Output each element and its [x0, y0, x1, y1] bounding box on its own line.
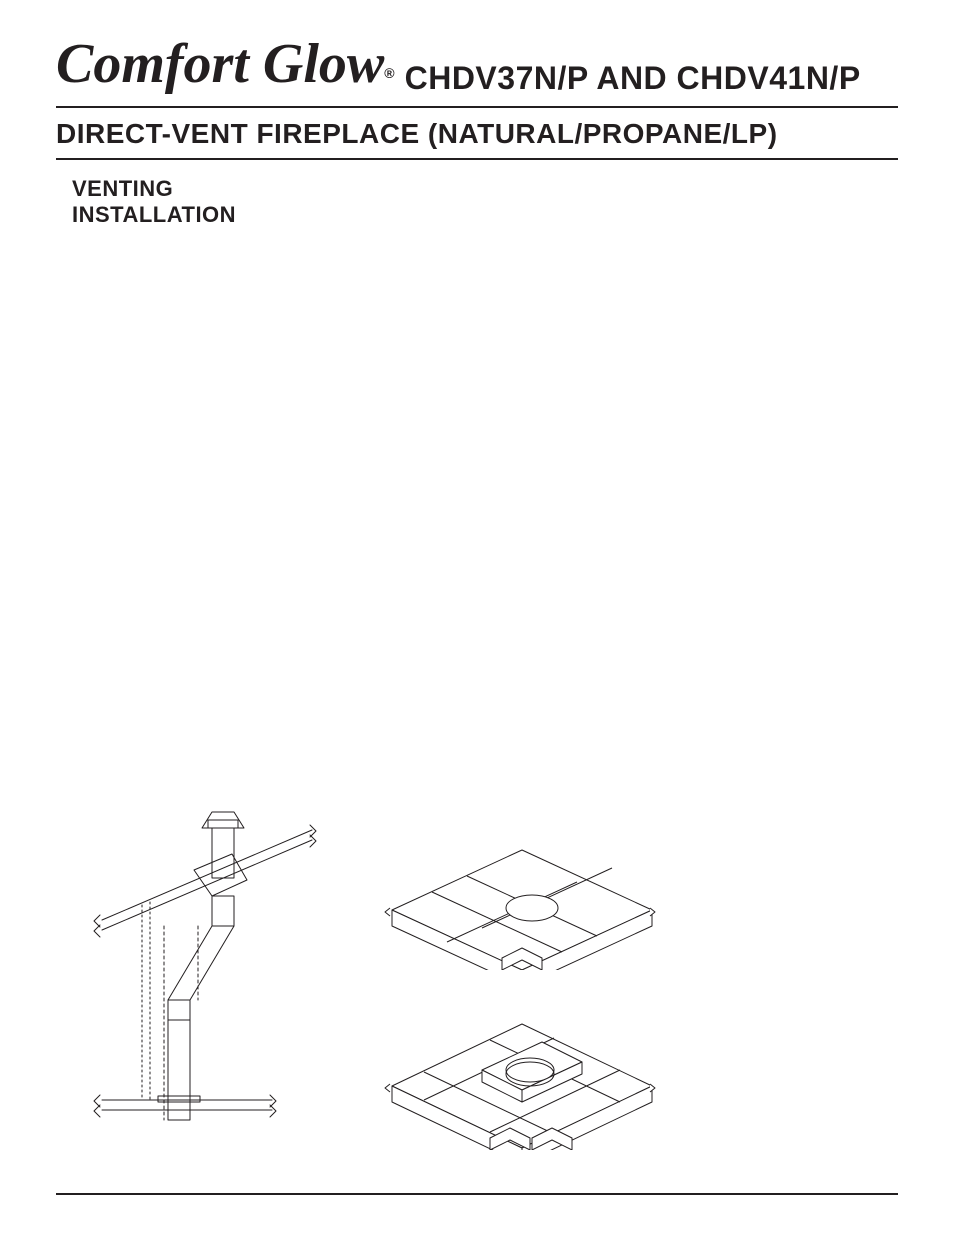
rule-under-subtitle	[56, 158, 898, 160]
framing-single-svg	[372, 830, 672, 970]
rule-bottom	[56, 1193, 898, 1195]
product-subtitle: DIRECT-VENT FIREPLACE (NATURAL/PROPANE/L…	[56, 118, 898, 150]
brand-logo-text: Comfort Glow	[56, 33, 384, 95]
brand-logo: Comfort Glow®	[56, 36, 395, 94]
figure-framing-boxed	[372, 1000, 672, 1150]
figure-vent-offset	[72, 800, 332, 1160]
registered-mark: ®	[384, 65, 394, 81]
manual-page: Comfort Glow® CHDV37N/P AND CHDV41N/P DI…	[0, 0, 954, 1235]
vent-offset-svg	[72, 800, 332, 1160]
model-number-title: CHDV37N/P AND CHDV41N/P	[405, 62, 861, 94]
section-heading: VENTING INSTALLATION	[72, 176, 236, 229]
rule-top	[56, 106, 898, 108]
title-line: Comfort Glow® CHDV37N/P AND CHDV41N/P	[56, 36, 898, 94]
figure-framing-single	[372, 830, 672, 970]
framing-boxed-svg	[372, 1000, 672, 1150]
page-header: Comfort Glow® CHDV37N/P AND CHDV41N/P	[56, 36, 898, 94]
figure-area	[72, 800, 898, 1160]
